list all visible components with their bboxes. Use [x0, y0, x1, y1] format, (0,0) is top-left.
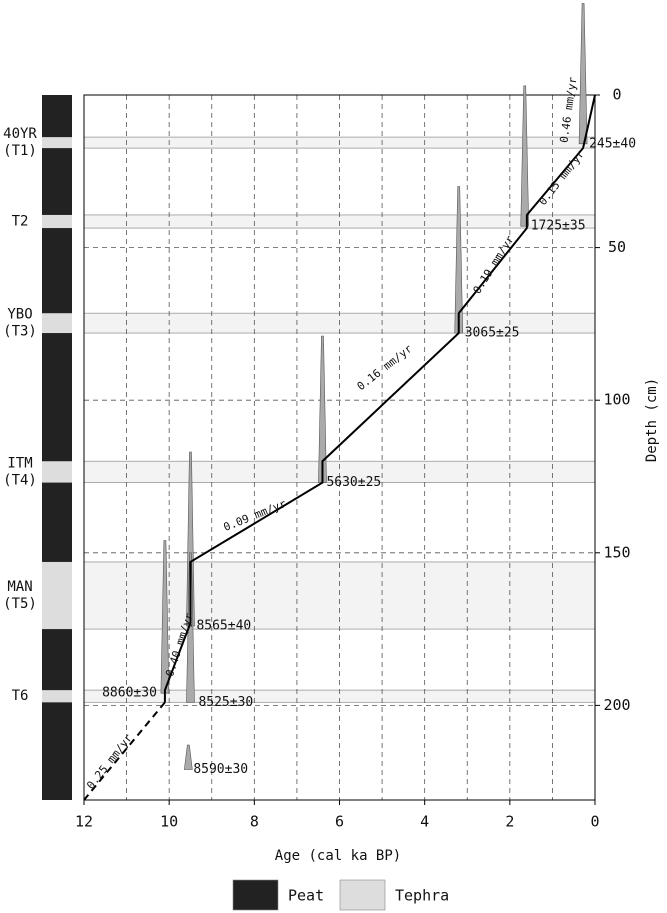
x-tick-label: 2: [505, 813, 514, 831]
tephra-column: [42, 313, 72, 334]
tephra-column: [42, 561, 72, 630]
date-label: 3065±25: [465, 326, 520, 341]
age-probability: [578, 3, 588, 145]
age-probability: [520, 85, 530, 227]
tephra-column: [42, 461, 72, 483]
age-probability: [318, 335, 327, 483]
rate-label: 0.15 mm/yr: [536, 147, 587, 207]
peat-column: [42, 95, 72, 800]
y-tick-label: 100: [603, 391, 630, 409]
rate-label: 0.46 mm/yr: [557, 76, 579, 144]
layer-label: (T4): [3, 472, 37, 488]
age-depth-line: [163, 94, 596, 703]
legend-label: Peat: [288, 887, 324, 905]
age-probability: [454, 186, 464, 334]
layer-label: (T1): [3, 143, 37, 159]
layer-label: (T5): [3, 596, 37, 612]
date-label: 5630±25: [326, 475, 381, 490]
y-tick-label: 0: [612, 86, 621, 104]
tephra-column: [42, 690, 72, 703]
date-label: 8525±30: [198, 695, 253, 710]
x-tick-label: 8: [250, 813, 259, 831]
date-label: 8590±30: [193, 762, 248, 777]
x-tick-label: 6: [335, 813, 344, 831]
legend-swatch: [339, 879, 386, 911]
rate-label: 0.16 mm/yr: [355, 342, 415, 393]
age-probability: [160, 540, 170, 694]
legend-label: Tephra: [395, 887, 449, 905]
x-tick-label: 4: [420, 813, 429, 831]
layer-label: YBO: [7, 307, 32, 323]
x-tick-label: 0: [590, 813, 599, 831]
layer-label: ITM: [7, 455, 32, 471]
x-tick-label: 10: [160, 813, 178, 831]
layer-label: T2: [12, 214, 29, 230]
age-probability: [186, 552, 195, 703]
layer-label: T6: [12, 688, 29, 704]
date-label: 1725±35: [531, 219, 586, 234]
rate-label: 0.09 mm/yr: [222, 497, 289, 534]
date-label: 8860±30: [102, 686, 157, 701]
rate-label: 0.25 mm/yr: [84, 731, 135, 791]
y-tick-label: 200: [603, 696, 630, 714]
tephra-column: [42, 137, 72, 149]
age-probability: [183, 744, 193, 770]
legend-swatch: [232, 879, 279, 911]
tephra-column: [42, 214, 72, 229]
x-tick-label: 12: [75, 813, 93, 831]
y-tick-label: 150: [603, 543, 630, 561]
y-tick-label: 50: [608, 238, 626, 256]
y-axis-label: Depth (cm): [644, 378, 660, 462]
date-label: 245±40: [589, 136, 636, 151]
layer-label: (T3): [3, 324, 37, 340]
x-axis-label: Age (cal ka BP): [275, 848, 401, 864]
layer-label: MAN: [7, 579, 32, 595]
layer-label: 40YR: [3, 126, 37, 142]
age-depth-line: [83, 701, 166, 801]
date-label: 8565±40: [196, 619, 251, 634]
